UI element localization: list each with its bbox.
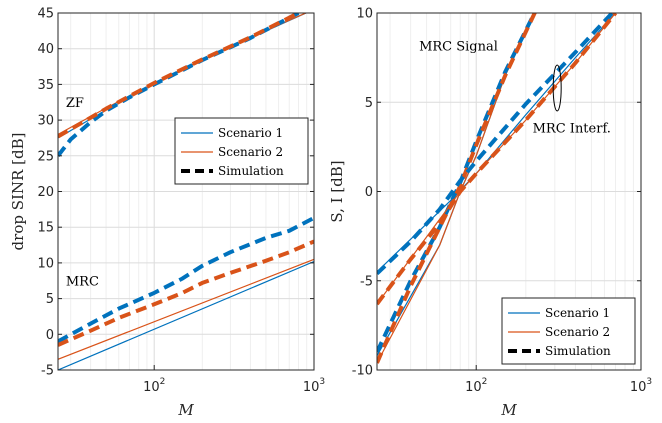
series-line-3 bbox=[58, 13, 300, 139]
series-line-2 bbox=[58, 13, 300, 158]
x-tick-label: 103 bbox=[303, 377, 325, 395]
y-tick-label: 5 bbox=[365, 96, 373, 111]
x-tick-label: 102 bbox=[143, 377, 165, 395]
series-line-6 bbox=[377, 13, 615, 276]
x-axis-label: M bbox=[177, 401, 194, 419]
series-group bbox=[377, 13, 618, 364]
series-line-7 bbox=[58, 239, 314, 347]
y-tick-label: 10 bbox=[37, 256, 54, 271]
legend: Scenario 1 Scenario 2 Simulation bbox=[501, 297, 636, 365]
legend-entry: Scenario 2 bbox=[218, 145, 283, 159]
y-tick-label: -5 bbox=[41, 364, 54, 379]
x-tick-label: 102 bbox=[465, 377, 487, 395]
y-tick-label: 15 bbox=[37, 221, 54, 236]
y-tick-label: 35 bbox=[37, 78, 54, 93]
legend: Scenario 1 Scenario 2 Simulation bbox=[174, 117, 309, 185]
interference-ellipse-marker bbox=[552, 64, 562, 112]
x-axis-label: M bbox=[500, 401, 517, 419]
y-tick-label: -5 bbox=[360, 274, 373, 289]
annotation-mrc: MRC bbox=[66, 275, 99, 290]
y-tick-label: 25 bbox=[37, 149, 54, 164]
legend-entry: Scenario 1 bbox=[545, 306, 610, 320]
y-tick-label: 40 bbox=[37, 42, 54, 57]
annotation-zf: ZF bbox=[66, 96, 84, 111]
series-line-6 bbox=[58, 216, 314, 344]
y-tick-label: 30 bbox=[37, 114, 54, 129]
x-tick-label: 103 bbox=[630, 377, 652, 395]
series-group bbox=[58, 13, 314, 370]
series-line-3 bbox=[377, 13, 537, 364]
y-tick-label: -10 bbox=[352, 364, 373, 379]
y-tick-label: 10 bbox=[356, 7, 373, 22]
signal-interference-chart-panel: -10 -5 0 5 10 102 103 M S, I [dB] MRC Signal MRC I… bbox=[328, 7, 652, 420]
y-tick-label: 45 bbox=[37, 7, 54, 22]
y-tick-label: 5 bbox=[46, 292, 54, 307]
series-line-5 bbox=[58, 258, 314, 360]
annotation-mrc-signal: MRC Signal bbox=[419, 39, 498, 54]
legend-entry: Simulation bbox=[218, 164, 284, 178]
legend-entry: Scenario 1 bbox=[218, 126, 283, 140]
y-axis-label: S, I [dB] bbox=[328, 160, 346, 222]
grid bbox=[58, 12, 314, 371]
series-line-4 bbox=[58, 260, 314, 370]
y-tick-label: 20 bbox=[37, 185, 54, 200]
annotation-mrc-interf: MRC Interf. bbox=[533, 122, 611, 137]
y-tick-label: 0 bbox=[46, 328, 54, 343]
y-axis-label: drop SINR [dB] bbox=[9, 133, 27, 251]
y-tick-label: 0 bbox=[365, 185, 373, 200]
legend-entry: Scenario 2 bbox=[545, 325, 610, 339]
legend-entry: Simulation bbox=[545, 344, 611, 358]
